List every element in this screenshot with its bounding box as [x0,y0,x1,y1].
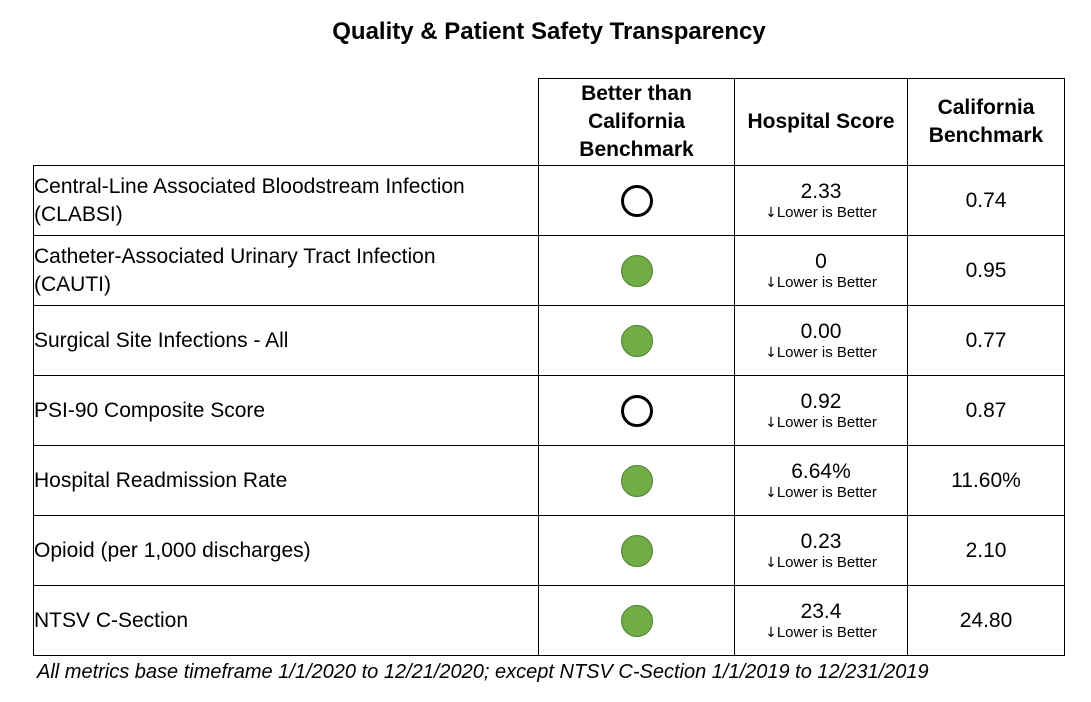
hospital-score-value: 2.33 [800,179,842,203]
better-indicator-cell [538,165,735,236]
hospital-score-value: 0 [815,249,827,273]
header-blank-cell [33,78,539,166]
california-benchmark-value: 2.10 [907,515,1065,586]
hospital-score-cell: 0.00 ↓Lower is Better [734,305,908,376]
california-benchmark-value: 0.87 [907,375,1065,446]
score-direction-note: ↓Lower is Better [735,414,907,432]
header-better-line: Benchmark [579,138,694,161]
hospital-score-cell: 0.23 ↓Lower is Better [734,515,908,586]
score-note-text: Lower is Better [776,623,877,641]
score-direction-note: ↓Lower is Better [735,624,907,642]
header-better-line: California [588,110,685,133]
header-california-benchmark: California Benchmark [907,78,1065,166]
score-note-text: Lower is Better [776,343,877,361]
better-indicator-cell [538,585,735,656]
filled-green-circle-icon [620,254,653,287]
score-direction-note: ↓Lower is Better [735,344,907,362]
metric-name-cell: Central-Line Associated Bloodstream Infe… [33,165,539,236]
hospital-score-cell: 0.92 ↓Lower is Better [734,375,908,446]
down-arrow-icon: ↓ [765,204,777,221]
down-arrow-icon: ↓ [765,344,777,361]
metric-name: Hospital Readmission Rate [34,468,288,492]
hospital-score-cell: 2.33 ↓Lower is Better [734,165,908,236]
hospital-score-cell: 0 ↓Lower is Better [734,235,908,306]
quality-metrics-table: Better than California Benchmark Hospita… [33,78,1065,656]
better-indicator-cell [538,375,735,446]
down-arrow-icon: ↓ [765,624,777,641]
header-better-than-benchmark: Better than California Benchmark [538,78,735,166]
california-benchmark-value: 24.80 [907,585,1065,656]
hospital-score-cell: 23.4 ↓Lower is Better [734,585,908,656]
california-benchmark-value: 0.95 [907,235,1065,306]
metric-name-cell: Surgical Site Infections - All [33,305,539,376]
hospital-score-value: 6.64% [791,459,851,483]
table-row: Central-Line Associated Bloodstream Infe… [33,165,1065,236]
score-note-text: Lower is Better [776,203,877,221]
metric-name: Catheter-Associated Urinary Tract Infect… [34,244,436,268]
metric-name-cell: Opioid (per 1,000 discharges) [33,515,539,586]
hospital-score-value: 0.92 [800,389,842,413]
down-arrow-icon: ↓ [765,484,777,501]
metric-name: Central-Line Associated Bloodstream Infe… [34,174,465,198]
metric-name: Surgical Site Infections - All [34,328,289,352]
metric-name: (CAUTI) [34,272,111,296]
score-direction-note: ↓Lower is Better [735,204,907,222]
california-benchmark-value: 0.77 [907,305,1065,376]
california-benchmark-value: 0.74 [907,165,1065,236]
table-body: Central-Line Associated Bloodstream Infe… [33,165,1065,656]
metric-name: NTSV C-Section [34,608,189,632]
metric-name-cell: Catheter-Associated Urinary Tract Infect… [33,235,539,306]
score-note-text: Lower is Better [776,413,877,431]
table-header-row: Better than California Benchmark Hospita… [33,78,1065,166]
table-row: Hospital Readmission Rate 6.64% ↓Lower is … [33,445,1065,516]
metric-name-cell: Hospital Readmission Rate [33,445,539,516]
hospital-score-value: 23.4 [800,599,842,623]
header-benchmark-line: Benchmark [928,124,1044,147]
score-note-text: Lower is Better [776,273,877,291]
better-indicator-cell [538,235,735,306]
hospital-score-cell: 6.64% ↓Lower is Better [734,445,908,516]
header-hospital-score: Hospital Score [734,78,908,166]
better-indicator-cell [538,445,735,516]
down-arrow-icon: ↓ [765,274,777,291]
filled-green-circle-icon [620,534,653,567]
california-benchmark-value: 11.60% [907,445,1065,516]
metric-name: (CLABSI) [34,202,123,226]
score-note-text: Lower is Better [776,483,877,501]
metric-name: Opioid (per 1,000 discharges) [34,538,311,562]
filled-green-circle-icon [620,604,653,637]
table-row: Surgical Site Infections - All 0.00 ↓Lower… [33,305,1065,376]
metric-name-cell: PSI-90 Composite Score [33,375,539,446]
hospital-score-value: 0.23 [800,529,842,553]
better-indicator-cell [538,515,735,586]
table-row: Catheter-Associated Urinary Tract Infect… [33,235,1065,306]
table-row: NTSV C-Section 23.4 ↓Lower is Better 24.80 [33,585,1065,656]
header-benchmark-line: California [937,96,1035,119]
filled-green-circle-icon [620,464,653,497]
down-arrow-icon: ↓ [765,414,777,431]
metric-name-cell: NTSV C-Section [33,585,539,656]
hospital-score-value: 0.00 [800,319,842,343]
page-title: Quality & Patient Safety Transparency [332,18,766,45]
header-better-line: Better than [581,82,692,105]
filled-green-circle-icon [620,324,653,357]
better-indicator-cell [538,305,735,376]
footnote: All metrics base timeframe 1/1/2020 to 1… [37,661,929,683]
empty-circle-icon [620,184,653,217]
score-direction-note: ↓Lower is Better [735,554,907,572]
score-note-text: Lower is Better [776,553,877,571]
table-row: Opioid (per 1,000 discharges) 0.23 ↓Lower … [33,515,1065,586]
score-direction-note: ↓Lower is Better [735,274,907,292]
metric-name: PSI-90 Composite Score [34,398,266,422]
table-row: PSI-90 Composite Score 0.92 ↓Lower is Bett… [33,375,1065,446]
empty-circle-icon [620,394,653,427]
score-direction-note: ↓Lower is Better [735,484,907,502]
down-arrow-icon: ↓ [765,554,777,571]
